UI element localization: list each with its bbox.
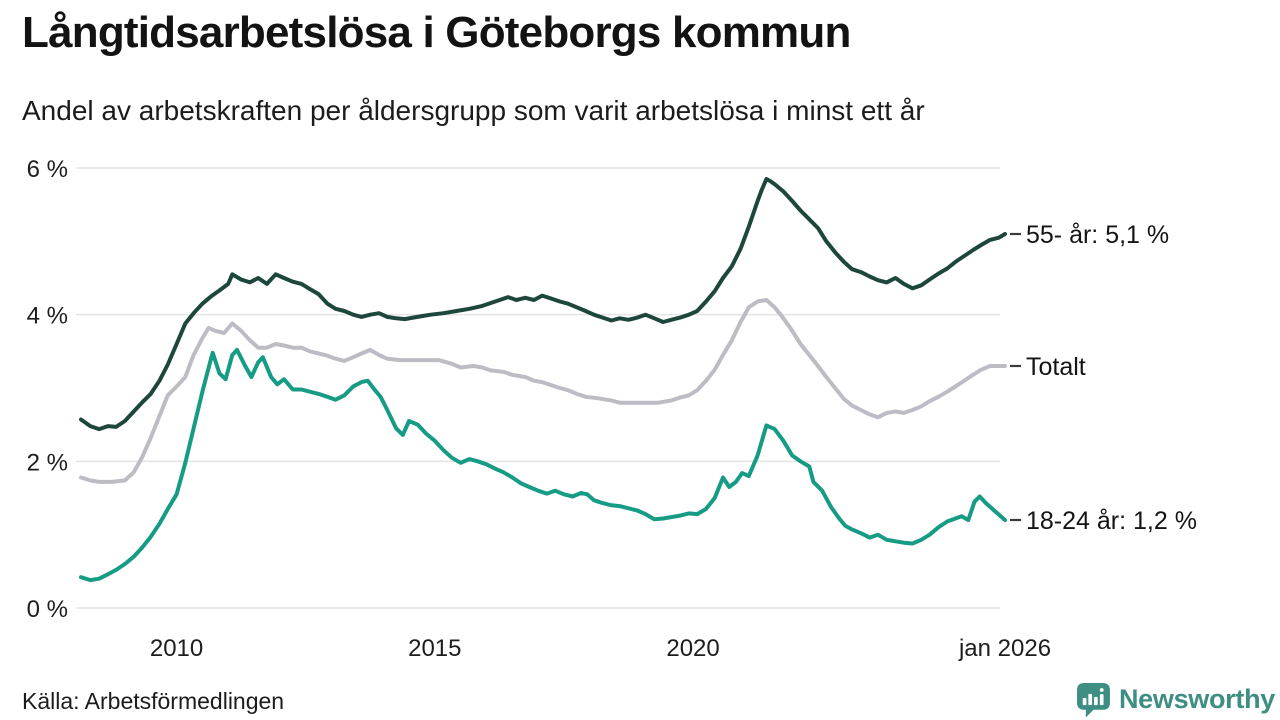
y-tick-label: 4 % [27,303,68,330]
chart-subtitle: Andel av arbetskraften per åldersgrupp s… [22,95,925,126]
y-tick-label: 6 % [27,156,68,183]
page-title: Långtidsarbetslösa i Göteborgs kommun [22,8,851,57]
newsworthy-logo-icon [1077,683,1110,718]
x-tick-label: 2015 [408,635,461,662]
brand-footer: Newsworthy [1075,681,1275,718]
series-line-totalt [79,298,1007,484]
x-tick-label: 2020 [666,635,719,662]
x-tick-label: 2010 [150,635,203,662]
source-note: Källa: Arbetsförmedlingen [22,688,285,714]
series-line-55-ar [79,177,1007,432]
brand-name: Newsworthy [1118,684,1275,714]
series-end-label-totalt: Totalt [1026,353,1086,381]
x-tick-label: jan 2026 [958,635,1051,662]
y-tick-label: 0 % [27,596,68,623]
series-end-label-18-24-ar: 18-24 år: 1,2 % [1026,507,1197,535]
series-end-label-55-ar: 55- år: 5,1 % [1026,221,1169,249]
y-tick-label: 2 % [27,449,68,476]
series-line-18-24-ar [79,347,1007,583]
